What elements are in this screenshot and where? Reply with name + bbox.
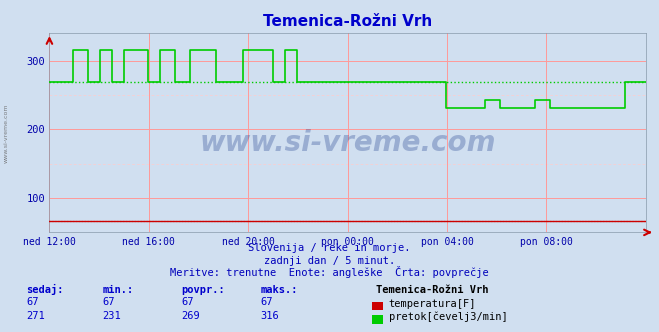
Text: Slovenija / reke in morje.: Slovenija / reke in morje. xyxy=(248,243,411,253)
Text: min.:: min.: xyxy=(102,285,133,295)
Text: zadnji dan / 5 minut.: zadnji dan / 5 minut. xyxy=(264,256,395,266)
Text: 67: 67 xyxy=(260,297,273,307)
Text: 67: 67 xyxy=(26,297,39,307)
Text: www.si-vreme.com: www.si-vreme.com xyxy=(3,103,9,163)
Text: 271: 271 xyxy=(26,311,45,321)
Title: Temenica-Rožni Vrh: Temenica-Rožni Vrh xyxy=(263,14,432,29)
Text: 67: 67 xyxy=(181,297,194,307)
Text: pretok[čevelj3/min]: pretok[čevelj3/min] xyxy=(389,312,507,322)
Text: maks.:: maks.: xyxy=(260,285,298,295)
Text: 269: 269 xyxy=(181,311,200,321)
Text: 67: 67 xyxy=(102,297,115,307)
Text: Meritve: trenutne  Enote: angleške  Črta: povprečje: Meritve: trenutne Enote: angleške Črta: … xyxy=(170,266,489,278)
Text: temperatura[F]: temperatura[F] xyxy=(389,299,476,309)
Text: www.si-vreme.com: www.si-vreme.com xyxy=(200,129,496,157)
Text: povpr.:: povpr.: xyxy=(181,285,225,295)
Text: 231: 231 xyxy=(102,311,121,321)
Text: sedaj:: sedaj: xyxy=(26,284,64,295)
Text: 316: 316 xyxy=(260,311,279,321)
Text: Temenica-Rožni Vrh: Temenica-Rožni Vrh xyxy=(376,285,488,295)
